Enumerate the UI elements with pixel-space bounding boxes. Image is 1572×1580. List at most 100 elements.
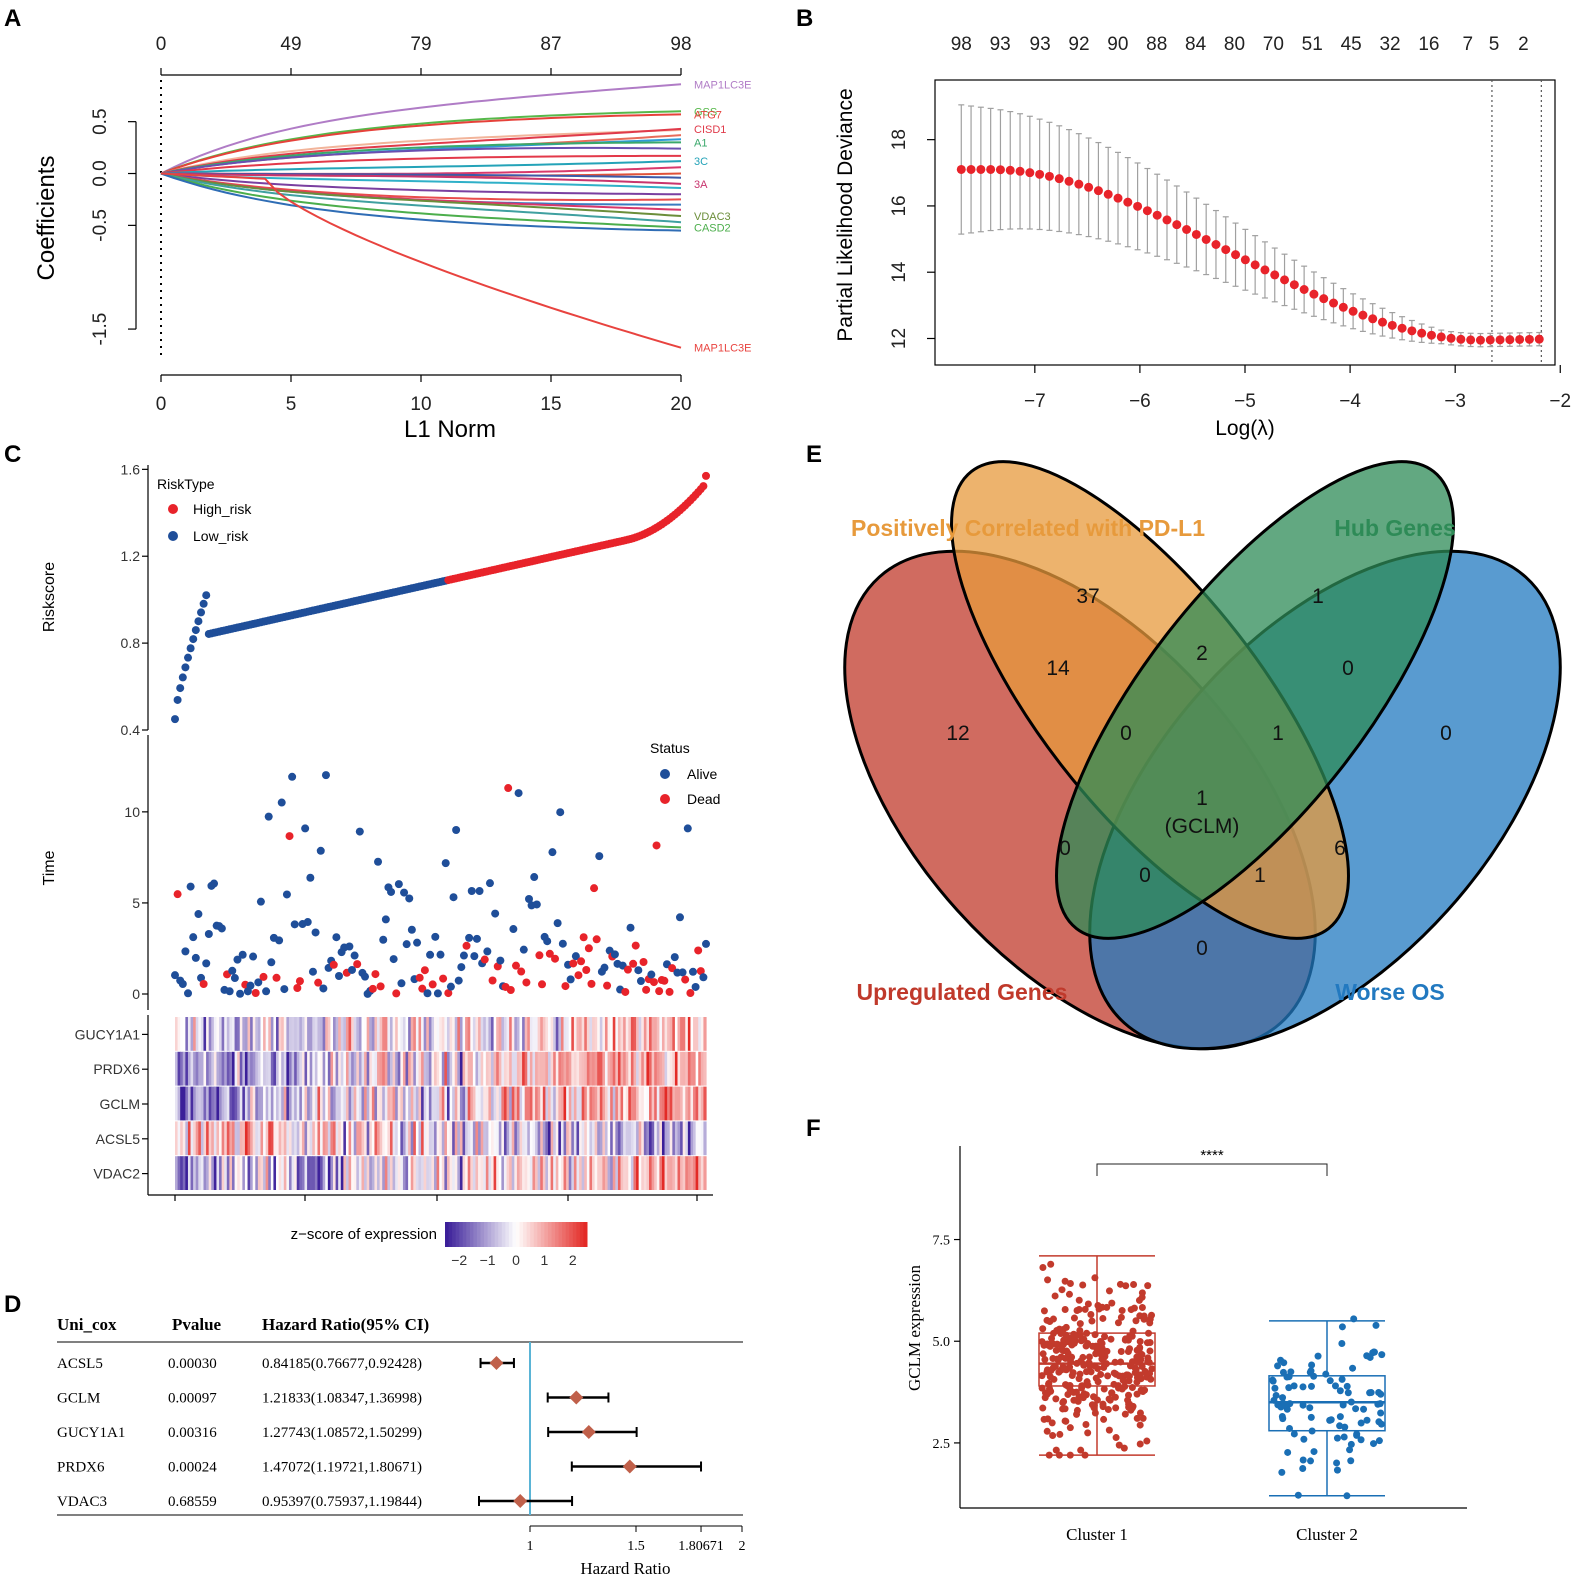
heatmap-cell: [488, 1121, 492, 1156]
heatmap-cell: [379, 1086, 383, 1121]
hazard-ratio-marker: [581, 1425, 596, 1439]
data-point: [1043, 1316, 1051, 1324]
data-point: [1366, 1353, 1374, 1361]
heatmap-cell: [514, 1086, 518, 1121]
data-point: [1125, 1400, 1133, 1408]
data-point: [1372, 1321, 1380, 1329]
data-point: [1308, 1427, 1316, 1435]
deviance-point: [1172, 220, 1182, 230]
alive-point: [288, 772, 297, 781]
heatmap-cell: [511, 1121, 515, 1156]
heatmap-cell: [527, 1086, 531, 1121]
heatmap-cell: [410, 1051, 414, 1086]
heatmap-cell: [247, 1121, 251, 1156]
x-tick-label: 0: [156, 394, 167, 415]
heatmap-cell: [522, 1017, 526, 1051]
heatmap-cell: [294, 1121, 298, 1156]
heatmap-cell: [234, 1086, 238, 1121]
heatmap-cell: [506, 1051, 510, 1086]
data-point: [1140, 1315, 1148, 1323]
heatmap-cell: [667, 1051, 671, 1086]
heatmap-cell: [654, 1121, 658, 1156]
colorbar-swatch: [462, 1222, 467, 1247]
alive-point: [519, 945, 528, 954]
heatmap-cell: [649, 1156, 653, 1190]
heatmap-cell: [203, 1121, 207, 1156]
heatmap-cell: [340, 1156, 344, 1190]
deviance-point: [1407, 326, 1417, 336]
heatmap-cell: [356, 1051, 360, 1086]
path-label: 3C: [694, 156, 708, 168]
deviance-point: [1240, 255, 1250, 265]
heatmap-cell: [239, 1086, 243, 1121]
heatmap-cell: [200, 1017, 205, 1051]
heatmap-cell: [503, 1051, 508, 1086]
heatmap-cell: [623, 1017, 627, 1051]
heatmap-cell: [646, 1017, 650, 1051]
heatmap-cell: [592, 1051, 596, 1086]
heatmap-cell: [465, 1051, 469, 1086]
heatmap-cell: [374, 1051, 378, 1086]
heatmap-cell: [682, 1086, 686, 1121]
heatmap-cell: [550, 1156, 554, 1190]
heatmap-cell: [187, 1121, 192, 1156]
heatmap-cell: [467, 1051, 471, 1086]
heatmap-cell: [503, 1017, 508, 1051]
heatmap-cell: [421, 1086, 425, 1121]
heatmap-cell: [231, 1051, 236, 1086]
dead-point: [371, 970, 380, 979]
alive-point: [457, 963, 466, 972]
heatmap-cell: [563, 1017, 567, 1051]
deviance-point: [1289, 280, 1299, 290]
heatmap-cell: [545, 1156, 549, 1190]
heatmap-cell: [356, 1086, 360, 1121]
heatmap-cell: [221, 1121, 225, 1156]
heatmap-cell: [467, 1017, 471, 1051]
data-point: [1118, 1385, 1126, 1393]
heatmap-cell: [351, 1051, 355, 1086]
heatmap-cell: [519, 1121, 523, 1156]
colorbar-swatch: [508, 1222, 513, 1247]
heatmap-cell: [636, 1017, 640, 1051]
colorbar-swatch: [544, 1222, 549, 1247]
alive-point: [496, 956, 505, 965]
heatmap-cell: [641, 1086, 645, 1121]
heatmap-cell: [348, 1051, 352, 1086]
heatmap-cell: [257, 1121, 262, 1156]
venn-region-count: 1: [1254, 864, 1266, 887]
heatmap-cell: [182, 1156, 186, 1190]
alive-point: [379, 935, 388, 944]
heatmap-cell: [646, 1156, 650, 1190]
dead-point: [517, 967, 526, 976]
data-point: [1085, 1353, 1093, 1361]
alive-point: [571, 952, 580, 961]
data-point: [1079, 1353, 1087, 1361]
heatmap-cell: [617, 1156, 622, 1190]
heatmap-cell: [423, 1051, 427, 1086]
x-tick-label: 5: [286, 394, 297, 415]
x-category-label: Cluster 1: [1066, 1525, 1128, 1544]
alive-point: [238, 950, 247, 959]
heatmap-cell: [558, 1051, 562, 1086]
heatmap-cell: [695, 1017, 699, 1051]
data-point: [1377, 1409, 1385, 1417]
alive-point: [249, 952, 258, 961]
heatmap-cell: [462, 1121, 466, 1156]
heatmap-cell: [496, 1156, 500, 1190]
colorbar-swatch: [455, 1222, 460, 1247]
heatmap-cell: [413, 1156, 417, 1190]
heatmap-cell: [514, 1156, 518, 1190]
colorbar-swatch: [526, 1222, 531, 1247]
alive-point: [345, 942, 354, 951]
heatmap-cell: [213, 1121, 218, 1156]
alive-point: [433, 989, 442, 998]
heatmap-cell: [680, 1017, 684, 1051]
heatmap-cell: [472, 1017, 477, 1051]
heatmap-cell: [612, 1086, 616, 1121]
heatmap-cell: [198, 1121, 202, 1156]
heatmap-cell: [491, 1086, 495, 1121]
heatmap-cell: [563, 1156, 567, 1190]
heatmap-cell: [244, 1156, 249, 1190]
data-point: [1083, 1329, 1091, 1337]
heatmap-cell: [586, 1156, 591, 1190]
